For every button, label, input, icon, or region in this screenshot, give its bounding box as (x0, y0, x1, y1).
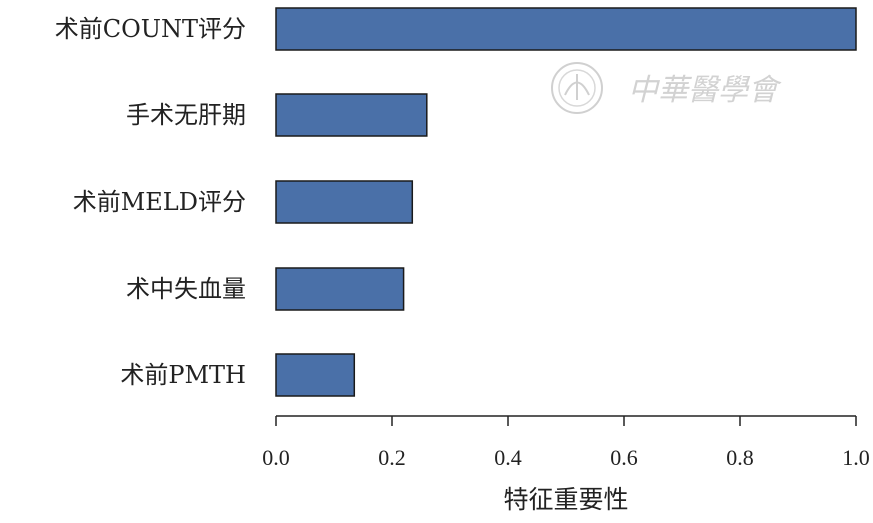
bar-3 (275, 267, 405, 311)
watermark: 中華醫學會 (551, 62, 782, 114)
category-label-0: 术前COUNT评分 (55, 15, 246, 43)
x-tick-label-3: 0.6 (610, 445, 638, 470)
bars-group (275, 7, 857, 397)
x-tick-label-0: 0.0 (262, 445, 290, 470)
x-tick-label-1: 0.2 (378, 445, 406, 470)
bar-4 (275, 353, 356, 397)
category-label-4: 术前PMTH (120, 361, 246, 389)
category-label-1: 手术无肝期 (126, 101, 246, 129)
watermark-seal-icon (551, 62, 603, 114)
bar-1 (275, 93, 428, 137)
bar-0 (275, 7, 857, 51)
x-ticks: 0.0 0.2 0.4 0.6 0.8 1.0 (262, 416, 870, 470)
x-tick-label-5: 1.0 (842, 445, 870, 470)
x-tick-label-2: 0.4 (494, 445, 522, 470)
watermark-text: 中華醫學會 (628, 73, 782, 108)
x-tick-label-4: 0.8 (726, 445, 754, 470)
bar-2 (275, 180, 414, 224)
x-axis-title: 特征重要性 (503, 485, 628, 514)
category-label-2: 术前MELD评分 (73, 188, 246, 216)
category-label-3: 术中失血量 (126, 275, 246, 303)
